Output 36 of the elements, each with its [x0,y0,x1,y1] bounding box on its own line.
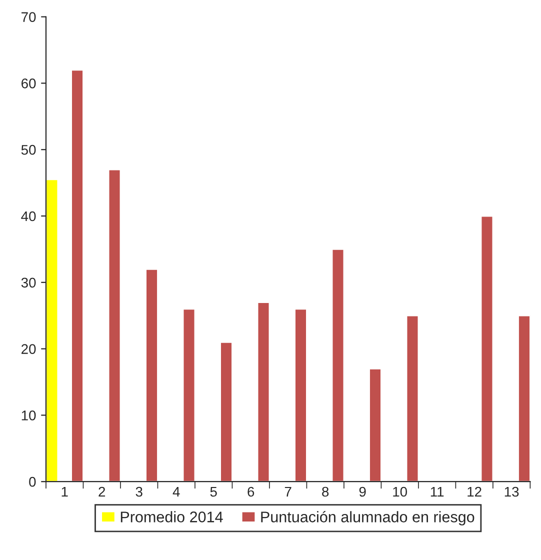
y-tick-label: 0 [29,476,36,487]
y-tick-label: 40 [21,211,36,222]
x-tick-label: 12 [468,486,482,497]
bar [518,314,530,482]
bar [70,69,84,482]
y-tick-label: 70 [22,12,36,22]
x-tick-label: 13 [504,486,519,497]
x-tick-label: 1 [62,486,68,497]
bar [256,302,270,482]
bar [108,168,122,482]
x-tick-label: 8 [322,486,329,497]
x-tick-label: 9 [359,486,366,497]
legend-label: Promedio 2014 [120,511,223,522]
bar [294,308,308,482]
y-tick-label: 50 [21,144,36,155]
legend-label: Puntuación alumnado en riesgo [261,510,474,526]
x-tick-label: 4 [172,486,180,497]
bar [145,268,158,482]
x-tick-label: 3 [136,486,142,497]
x-tick-label: 2 [98,486,106,497]
x-tick-label: 7 [284,486,292,497]
x-tick-label: 10 [393,486,407,497]
bar [46,178,59,482]
bar [480,215,494,482]
y-tick-label: 30 [21,278,36,288]
bar [331,248,345,482]
y-tick-label: 10 [22,410,36,420]
x-tick-label: 11 [430,486,444,497]
bar [368,368,382,482]
y-tick-label: 20 [22,344,36,354]
bar [220,341,233,482]
y-tick-label: 60 [22,78,36,88]
x-tick-label: 5 [210,486,217,497]
x-tick-label: 6 [248,486,254,497]
bar [182,308,196,482]
bar [406,314,420,482]
